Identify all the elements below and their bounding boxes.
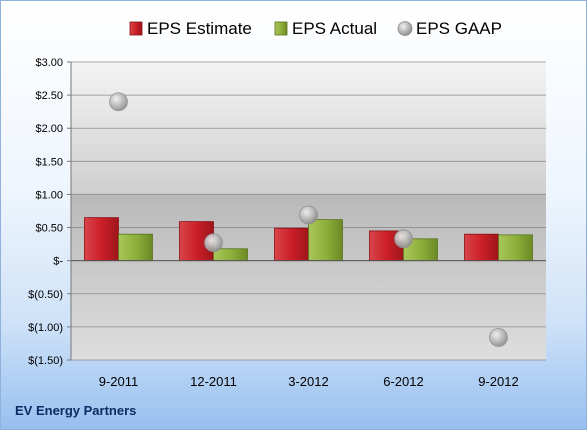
legend-swatch (274, 21, 288, 36)
eps-actual-bar (498, 234, 533, 262)
x-tick-label: 3-2012 (288, 374, 328, 389)
legend-swatch (129, 21, 143, 36)
legend: EPS Estimate EPS Actual EPS GAAP (129, 19, 502, 38)
x-tick-label: 6-2012 (383, 374, 423, 389)
eps-gaap-point (394, 229, 413, 249)
company-name: EV Energy Partners (15, 403, 137, 418)
legend-eps-actual: EPS Actual (274, 19, 377, 38)
eps-gaap-point (489, 328, 508, 347)
y-tick-label: $- (53, 256, 63, 268)
y-tick-label: $2.50 (35, 90, 63, 102)
eps-actual-bar (308, 219, 343, 262)
y-tick-label: $3.00 (35, 57, 63, 69)
legend-label: EPS Estimate (147, 19, 252, 38)
legend-label: EPS GAAP (416, 19, 502, 38)
y-tick-label: $(0.50) (28, 289, 63, 301)
y-tick-label: $2.00 (35, 123, 63, 135)
eps-gaap-point (204, 233, 223, 253)
legend-eps-gaap: EPS GAAP (397, 19, 502, 38)
legend-label: EPS Actual (292, 19, 377, 38)
y-tick-label: $0.50 (35, 223, 63, 235)
eps-estimate-bar (84, 217, 119, 262)
eps-gaap-point (109, 92, 128, 112)
legend-eps-estimate: EPS Estimate (129, 19, 252, 38)
eps-gaap-point (299, 205, 318, 225)
plot-area: $3.00 $2.50 $2.00 $1.50 $1.00 $0.50 $- $(0.50) $… (28, 57, 546, 389)
y-tick-label: $(1.50) (28, 355, 63, 367)
legend-swatch (397, 21, 413, 36)
eps-estimate-bar (464, 233, 499, 262)
y-tick-label: $(1.00) (28, 322, 63, 334)
x-tick-label: 12-2011 (190, 374, 237, 389)
y-tick-label: $1.00 (35, 189, 63, 201)
eps-actual-bar (118, 233, 153, 262)
x-tick-label: 9-2011 (99, 374, 139, 389)
y-tick-label: $1.50 (35, 156, 63, 168)
x-tick-label: 9-2012 (478, 374, 518, 389)
eps-estimate-bar (274, 227, 309, 262)
